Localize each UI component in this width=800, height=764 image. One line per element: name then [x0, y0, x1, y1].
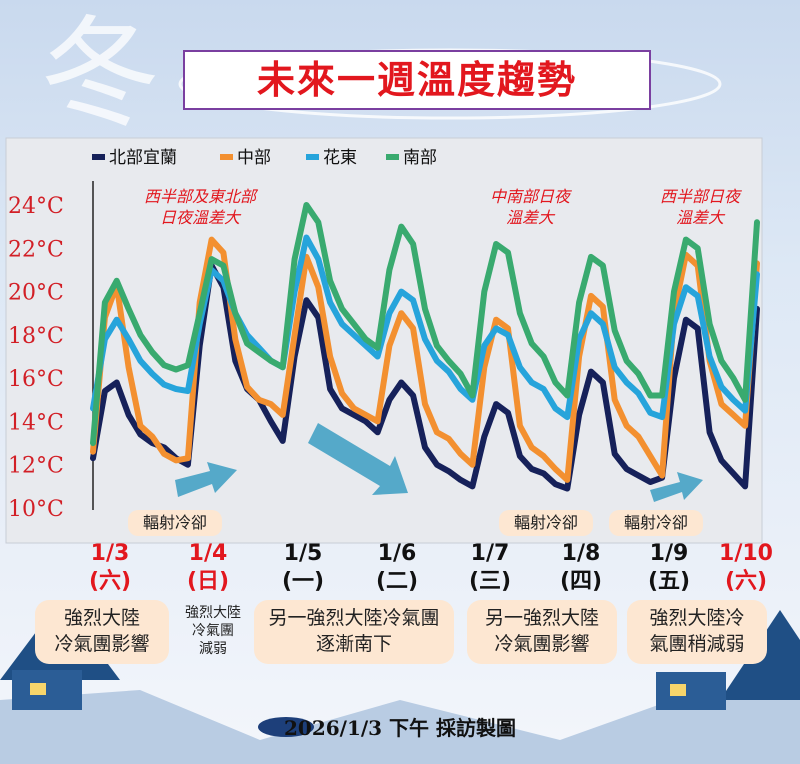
day-weekday: (五): [647, 569, 691, 594]
note-box: 強烈大陸冷 氣團稍減弱: [627, 600, 767, 664]
day-date: 1/9: [649, 541, 689, 566]
day-weekday: (四): [559, 569, 603, 594]
y-tick-label: 12°C: [8, 454, 64, 479]
title-box: 未來一週溫度趨勢: [183, 50, 651, 110]
page-title: 未來一週溫度趨勢: [256, 58, 577, 102]
day-weekday: (二): [375, 569, 419, 594]
y-tick-label: 14°C: [8, 410, 64, 435]
cwa-logo: [258, 717, 314, 737]
day-weekday: (三): [468, 569, 512, 594]
note-line: 冷氣團影響: [54, 633, 150, 655]
radiative-cooling-label: 輻射冷卻: [499, 510, 593, 536]
legend-swatch: [386, 154, 399, 160]
note-line: 冷氣團影響: [494, 633, 590, 655]
y-tick-label: 20°C: [8, 281, 64, 306]
day-label: 1/3 (六): [75, 540, 145, 596]
day-label: 1/7 (三): [455, 540, 525, 596]
day-weekday: (一): [281, 569, 325, 594]
note-line: 強烈大陸: [63, 607, 140, 629]
legend-swatch: [92, 154, 105, 160]
y-tick-label: 22°C: [8, 237, 64, 262]
note-line: 逐漸南下: [315, 633, 392, 655]
annotation-line: 中南部日夜: [489, 187, 570, 206]
annotation-west-northeast: 西半部及東北部 日夜溫差大: [120, 186, 280, 228]
day-label: 1/5 (一): [268, 540, 338, 596]
day-date: 1/5: [283, 541, 323, 566]
snow-hills: [0, 690, 800, 764]
note-line: 氣團稍減弱: [649, 633, 745, 655]
day-label: 1/8 (四): [546, 540, 616, 596]
annotation-line: 西半部及東北部: [143, 187, 256, 206]
day-weekday: (日): [186, 569, 230, 594]
annotation-line: 日夜溫差大: [159, 208, 240, 227]
y-tick-label: 10°C: [8, 497, 64, 522]
note-line: 冷氣團: [192, 623, 234, 639]
day-label: 1/4 (日): [173, 540, 243, 596]
note-line: 另一強烈大陸: [484, 607, 599, 629]
annotation-central-south: 中南部日夜 溫差大: [470, 186, 590, 228]
legend-swatch: [220, 154, 233, 160]
note-text: 強烈大陸 冷氣團 減弱: [172, 604, 254, 658]
y-tick-label: 16°C: [8, 367, 64, 392]
trend-arrow: [308, 423, 408, 495]
day-weekday: (六): [724, 569, 768, 594]
house-decoration: [656, 672, 726, 710]
trend-arrow: [175, 462, 237, 497]
note-box: 另一強烈大陸冷氣團 逐漸南下: [254, 600, 454, 664]
day-date: 1/3: [90, 541, 130, 566]
winter-watermark: 冬: [40, 5, 160, 144]
day-date: 1/6: [377, 541, 417, 566]
trend-arrow: [650, 472, 703, 502]
annotation-line: 溫差大: [675, 208, 724, 227]
day-label: 1/6 (二): [362, 540, 432, 596]
annotation-line: 溫差大: [505, 208, 554, 227]
footer-credit: 2026/1/3 下午 採訪製圖: [283, 716, 517, 740]
day-date: 1/4: [188, 541, 228, 566]
note-box: 另一強烈大陸 冷氣團影響: [467, 600, 617, 664]
note-box: 強烈大陸 冷氣團影響: [35, 600, 169, 664]
radiative-cooling-label: 輻射冷卻: [128, 510, 222, 536]
day-date: 1/10: [719, 541, 773, 566]
house-decoration: [12, 670, 82, 710]
note-line: 強烈大陸冷: [649, 607, 745, 629]
day-date: 1/7: [470, 541, 510, 566]
day-weekday: (六): [88, 569, 132, 594]
legend-label: 花東: [323, 148, 357, 168]
house-window: [30, 683, 46, 695]
note-line: 另一強烈大陸冷氣團: [268, 607, 440, 629]
house-window: [670, 684, 686, 696]
radiative-cooling-label: 輻射冷卻: [609, 510, 703, 536]
day-date: 1/8: [561, 541, 601, 566]
note-line: 強烈大陸: [185, 605, 241, 621]
legend-swatch: [306, 154, 319, 160]
day-label: 1/10 (六): [711, 540, 781, 596]
legend-label: 南部: [403, 148, 437, 168]
legend-label: 北部宜蘭: [109, 148, 177, 168]
annotation-west: 西半部日夜 溫差大: [640, 186, 760, 228]
day-label: 1/9 (五): [634, 540, 704, 596]
y-tick-label: 18°C: [8, 324, 64, 349]
note-line: 減弱: [199, 641, 227, 657]
y-tick-label: 24°C: [8, 194, 64, 219]
series-line: [90, 202, 760, 447]
annotation-line: 西半部日夜: [659, 187, 740, 206]
legend-label: 中部: [237, 148, 271, 168]
